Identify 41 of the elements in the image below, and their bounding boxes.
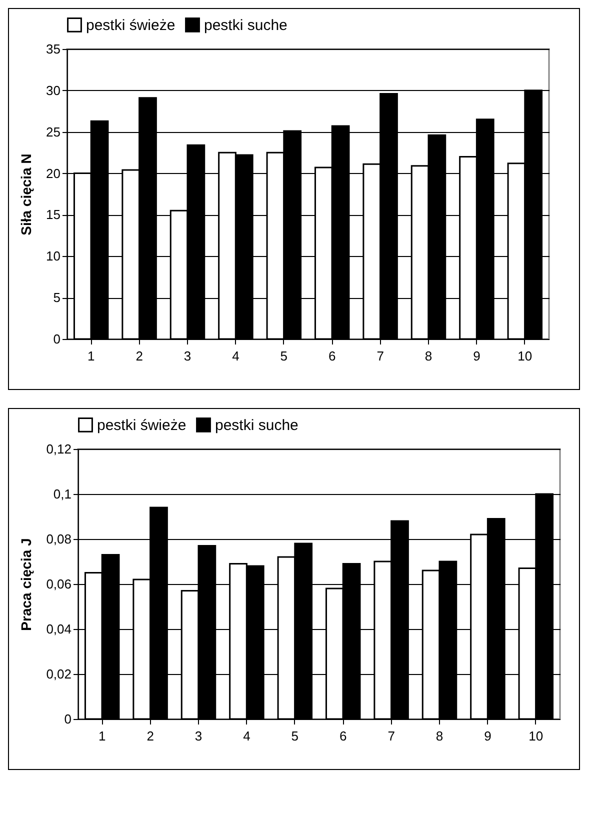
x-tick-label: 3 (194, 728, 202, 744)
x-tick-label: 2 (146, 728, 154, 744)
y-tick-label: 25 (46, 124, 60, 140)
legend-label: pestki suche (215, 416, 298, 434)
legend-label: pestki świeże (86, 16, 176, 34)
x-tick-label: 9 (484, 728, 492, 744)
x-tick-label: 8 (424, 348, 432, 364)
y-tick-label: 0 (53, 332, 60, 346)
x-tick-label: 4 (232, 348, 240, 364)
x-tick-label: 10 (518, 348, 532, 364)
y-tick-label: 0,08 (46, 532, 72, 546)
x-tick-label: 6 (339, 728, 347, 744)
legend-label: pestki świeże (97, 416, 186, 434)
y-tick-label: 35 (46, 42, 60, 56)
x-tick-label: 5 (280, 348, 288, 364)
x-tick-label: 8 (436, 728, 444, 744)
y-tick-label: 15 (46, 207, 60, 222)
x-tick-label: 3 (184, 348, 192, 364)
y-tick-label: 20 (46, 166, 60, 181)
y-tick-label: 0,12 (46, 442, 72, 456)
y-tick-label: 10 (46, 248, 60, 264)
y-axis-title: Siła cięcia N (18, 154, 34, 236)
y-tick-label: 0,06 (46, 576, 72, 592)
y-tick-label: 5 (53, 290, 60, 306)
x-tick-label: 9 (473, 348, 480, 364)
y-tick-label: 30 (46, 82, 60, 98)
x-tick-label: 7 (388, 728, 395, 744)
x-tick-label: 6 (328, 348, 336, 364)
x-tick-label: 4 (243, 728, 250, 744)
x-tick-label: 1 (98, 728, 106, 744)
y-tick-label: 0,02 (46, 666, 72, 682)
x-tick-label: 5 (291, 728, 299, 744)
x-tick-label: 7 (376, 348, 384, 364)
x-tick-label: 10 (528, 728, 544, 744)
x-tick-label: 1 (87, 348, 95, 364)
y-axis-title: Praca cięcia J (18, 538, 34, 631)
y-tick-label: 0,1 (53, 486, 72, 502)
y-tick-label: 0,04 (46, 622, 72, 636)
x-tick-label: 2 (136, 348, 143, 364)
legend-label: pestki suche (204, 16, 288, 34)
y-tick-label: 0 (64, 712, 72, 726)
